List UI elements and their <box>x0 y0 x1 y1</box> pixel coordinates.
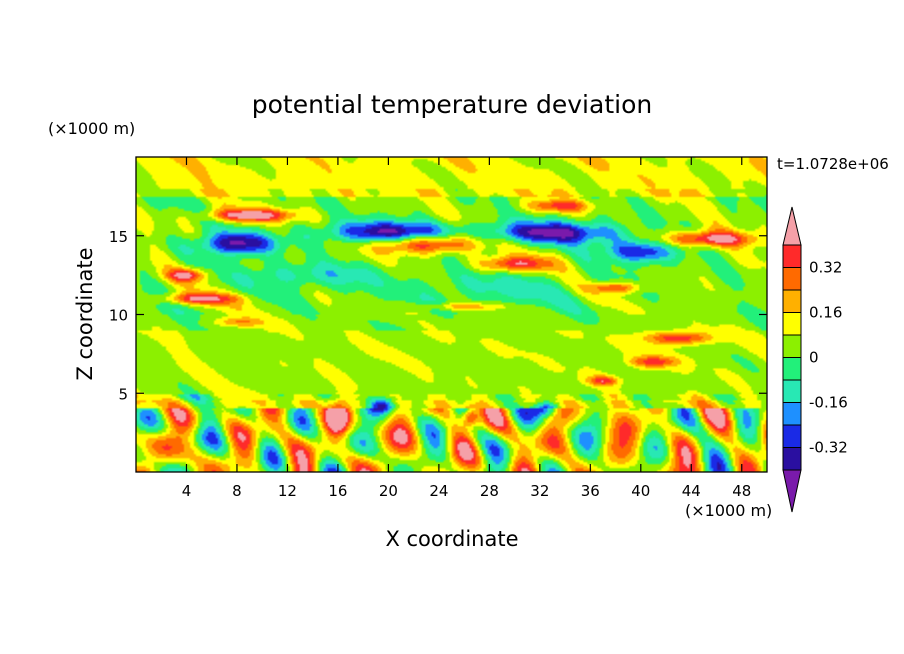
y-tick-label: 5 <box>118 385 128 403</box>
colorbar-swatch <box>782 334 802 358</box>
colorbar-swatch <box>782 312 802 336</box>
y-tick-label: 15 <box>109 228 128 246</box>
x-axis: 4 8 12 16 20 24 28 32 36 40 44 48 <box>182 157 751 500</box>
colorbar-swatch <box>782 447 802 471</box>
x-tick-label: 28 <box>480 482 499 500</box>
colorbar-tick-label: -0.16 <box>809 394 848 412</box>
x-tick-label: 32 <box>530 482 549 500</box>
x-tick-label: 8 <box>232 482 242 500</box>
y-axis: 5 10 15 <box>109 228 767 403</box>
colorbar-tick-label: 0.32 <box>809 259 842 277</box>
x-axis-label: X coordinate <box>385 527 518 551</box>
colorbar-swatch <box>782 424 802 448</box>
x-tick-label: 16 <box>328 482 347 500</box>
x-tick-label: 12 <box>278 482 297 500</box>
colorbar-max-triangle <box>782 206 802 246</box>
x-unit-label: (×1000 m) <box>685 501 772 520</box>
colorbar-swatch <box>782 379 802 403</box>
colorbar-swatch <box>782 244 802 268</box>
colorbar-swatch <box>782 267 802 291</box>
x-tick-label: 24 <box>429 482 448 500</box>
colorbar-tick-label: -0.32 <box>809 439 848 457</box>
heatmap-field <box>136 157 767 472</box>
colorbar-min-triangle <box>782 469 802 513</box>
colorbar-tick-label: 0 <box>809 349 819 367</box>
chart-title: potential temperature deviation <box>252 90 652 119</box>
colorbar-tick-label: 0.16 <box>809 304 842 322</box>
time-label: t=1.0728e+06 <box>777 155 889 173</box>
plot-area <box>135 156 768 473</box>
y-axis-label: Z coordinate <box>73 247 97 380</box>
y-unit-label: (×1000 m) <box>48 119 135 138</box>
colorbar-swatch <box>782 402 802 426</box>
x-tick-label: 36 <box>581 482 600 500</box>
colorbar-swatch <box>782 357 802 381</box>
x-tick-label: 40 <box>631 482 650 500</box>
x-tick-label: 4 <box>182 482 192 500</box>
y-tick-label: 10 <box>109 307 128 325</box>
x-tick-label: 20 <box>379 482 398 500</box>
x-tick-label: 48 <box>732 482 751 500</box>
colorbar: 0.32 0.16 0 -0.16 -0.32 <box>782 206 848 513</box>
colorbar-swatch <box>782 289 802 313</box>
x-tick-label: 44 <box>682 482 701 500</box>
